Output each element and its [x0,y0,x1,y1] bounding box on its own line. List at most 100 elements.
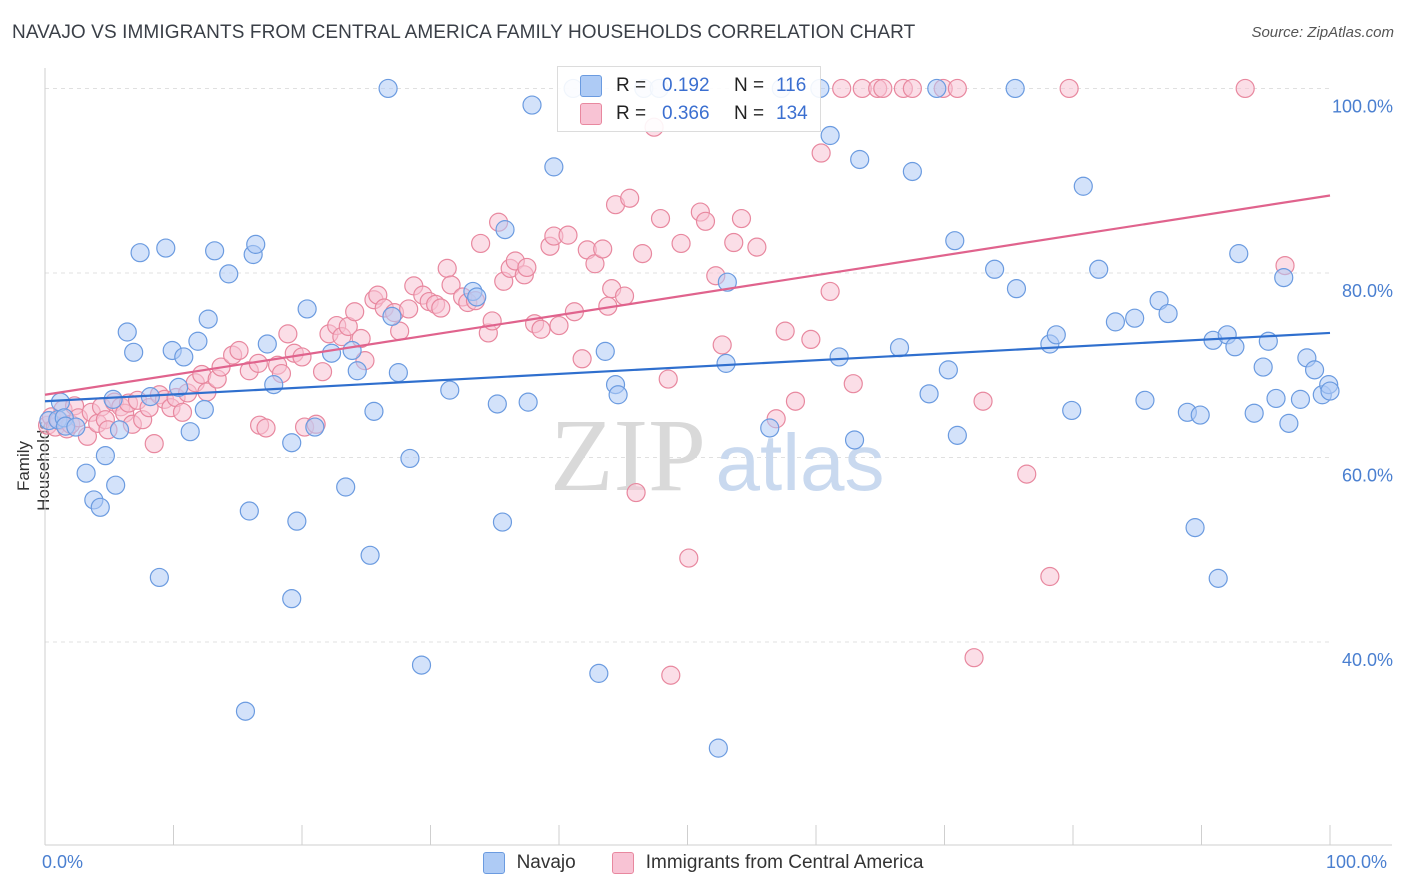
legend-r-label: R = [616,103,647,124]
central-america-point [471,233,491,254]
navajo-point [829,347,849,367]
navajo-point [522,95,542,115]
navajo-point [938,360,958,380]
navajo-point [1225,337,1245,357]
legend-label-central-america: Immigrants from Central America [645,852,924,873]
central-america-point [820,281,840,302]
central-america-point [345,302,365,322]
navajo-point [66,417,86,437]
central-america-point [671,233,691,254]
navajo-trend-line [44,331,1331,403]
central-america-point [632,244,653,264]
central-america-point [658,369,678,389]
navajo-point [1185,518,1205,538]
central-america-point [437,258,457,278]
legend-swatch-central-america [611,852,634,874]
navajo-point [180,422,200,442]
central-america-point [712,335,732,355]
central-america-point [695,211,716,231]
navajo-point [1274,267,1294,288]
central-america-point [873,78,893,99]
central-america-point [679,548,699,568]
chart-title: NAVAJO VS IMMIGRANTS FROM CENTRAL AMERIC… [12,22,916,43]
central-america-point [626,482,646,503]
navajo-point [902,161,922,182]
central-america-point [399,299,419,319]
navajo-point [364,401,384,421]
navajo-point [130,243,150,263]
central-america-point [549,315,569,336]
navajo-point [174,347,194,367]
legend-n-label: N = [734,75,765,96]
navajo-point [239,501,259,521]
navajo-point [388,363,408,383]
legend-n-label: N = [734,103,765,124]
navajo-point [103,389,123,409]
central-america-point [661,665,681,685]
navajo-point [282,589,302,609]
legend-row-central-america: R = 0.366 N = 134 [580,101,808,127]
navajo-point [1089,259,1109,279]
correlation-legend: R = 0.192 N = 116 R = 0.366 N = 134 [557,66,821,132]
navajo-point [1062,400,1082,421]
navajo-point [1304,360,1325,380]
central-america-point [801,329,821,350]
central-america-point [312,362,333,382]
central-america-point [1040,566,1060,587]
legend-r-value: 0.192 [662,75,710,96]
navajo-point [1125,308,1145,328]
navajo-point [205,241,225,261]
series-legend: Navajo Immigrants from Central America [0,852,1406,874]
navajo-point [589,663,609,683]
navajo-point [50,392,71,412]
central-america-point [902,78,922,99]
x-tick-label-min: 0.0% [42,852,84,872]
legend-swatch-central-america [580,103,602,125]
navajo-point [400,448,420,469]
navajo-point [117,322,137,342]
legend-item-central-america: Immigrants from Central America [611,852,924,874]
central-america-point [811,143,831,163]
navajo-point [76,463,96,483]
navajo-point [305,417,325,437]
navajo-point [889,338,910,358]
central-america-trend-line [44,194,1331,396]
navajo-point [282,433,302,453]
watermark-atlas: atlas [716,418,885,507]
central-america-point [229,340,249,361]
navajo-point [360,545,380,565]
y-tick-label: 60.0% [1342,466,1393,486]
navajo-point [95,446,115,466]
legend-item-navajo: Navajo [482,852,576,874]
central-america-point [1059,78,1079,99]
central-america-point [572,349,592,369]
central-america-point [431,298,451,318]
navajo-point [347,361,367,381]
legend-label-navajo: Navajo [516,852,576,873]
navajo-point [297,299,317,319]
central-america-points [37,78,1295,685]
central-america-point [775,321,795,341]
navajo-point [235,701,256,721]
navajo-point [188,331,208,351]
navajo-point [1253,357,1273,377]
navajo-point [1005,78,1025,99]
navajo-point [608,385,628,405]
navajo-point [1279,413,1299,433]
y-tick-label: 80.0% [1342,281,1393,301]
navajo-point [1073,176,1093,196]
legend-swatch-navajo [482,852,505,874]
central-america-point [585,254,605,274]
central-america-point [747,237,767,257]
navajo-point [985,259,1005,279]
central-america-point [724,232,744,253]
legend-n-value: 134 [776,103,808,124]
navajo-point [1229,244,1249,264]
navajo-point [495,220,515,240]
central-america-point [441,275,461,295]
central-america-point [256,418,276,438]
navajo-point [708,738,728,758]
central-america-point [947,78,967,99]
navajo-point [544,157,564,177]
